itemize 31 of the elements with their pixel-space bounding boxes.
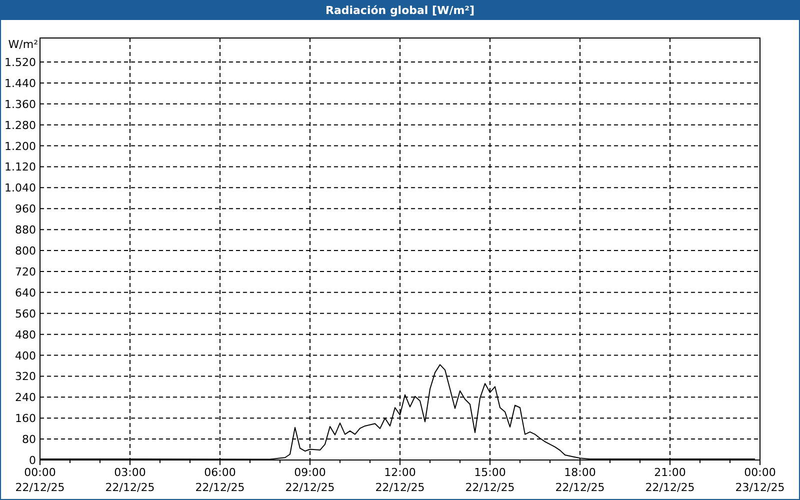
y-tick-label: 1.200 [4,140,36,153]
x-tick-label: 06:00 22/12/25 [195,466,245,494]
y-tick-label: 960 [15,202,36,216]
y-tick-label: 240 [15,391,36,404]
x-tick-label: 12:00 22/12/25 [375,466,425,494]
x-tick-label: 15:00 22/12/25 [465,466,515,494]
x-tick-label: 09:00 22/12/25 [285,466,335,494]
y-tick-label: 1.280 [4,118,36,132]
y-tick-label: 160 [15,412,36,426]
y-tick-label: 1.040 [4,182,36,195]
y-tick-label: 560 [15,307,36,320]
x-tick-label: 00:00 22/12/25 [15,466,65,494]
y-tick-label: 1.360 [4,98,36,111]
y-tick-label: 1.440 [4,76,36,90]
y-tick-label: 1.120 [4,160,36,174]
y-tick-label: 80 [22,433,36,446]
y-tick-label: 400 [15,349,36,362]
y-tick-label: 720 [15,265,36,278]
y-tick-label: 480 [15,328,36,342]
y-tick-label: 1.520 [4,56,36,69]
y-tick-label: 0 [29,454,36,467]
y-tick-label: 800 [15,244,36,258]
y-tick-label: 320 [15,370,36,384]
y-axis-title: W/m² [8,38,38,51]
x-tick-label: 18:00 22/12/25 [555,466,605,494]
y-tick-label: 880 [15,224,36,237]
x-tick-label: 21:00 22/12/25 [645,466,695,494]
chart-title: Radiación global [W/m²] [325,4,475,17]
x-tick-label: 03:00 22/12/25 [105,466,155,494]
x-tick-label: 00:00 23/12/25 [735,466,785,494]
y-tick-label: 640 [15,286,36,300]
